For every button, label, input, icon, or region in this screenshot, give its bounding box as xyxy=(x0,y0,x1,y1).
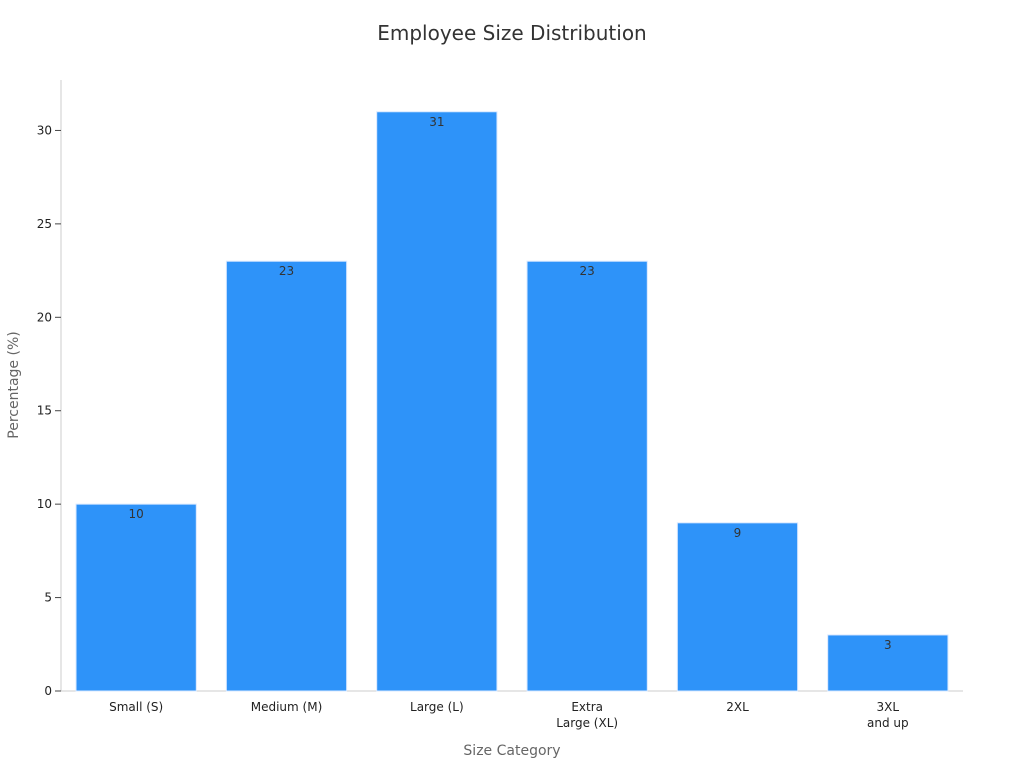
chart-title: Employee Size Distribution xyxy=(377,21,647,45)
data-label: 23 xyxy=(279,264,294,278)
x-tick-label: Large (L) xyxy=(410,700,464,714)
data-label: 31 xyxy=(429,115,444,129)
data-label: 9 xyxy=(734,526,742,540)
bar xyxy=(225,260,348,692)
y-tick-label: 25 xyxy=(37,217,52,231)
y-axis-title: Percentage (%) xyxy=(6,331,22,438)
y-tick-label: 0 xyxy=(44,684,52,698)
x-axis-title: Size Category xyxy=(463,743,560,759)
data-label: 10 xyxy=(129,507,144,521)
bar xyxy=(75,503,197,692)
y-tick-label: 30 xyxy=(37,123,52,137)
x-tick-label: and up xyxy=(867,716,909,730)
bar xyxy=(376,111,498,692)
x-tick-label: 3XL xyxy=(877,700,900,714)
bar xyxy=(526,260,648,692)
y-tick-label: 20 xyxy=(37,310,52,324)
y-tick-label: 15 xyxy=(37,404,52,418)
data-label: 3 xyxy=(884,638,892,652)
y-tick-label: 5 xyxy=(44,591,52,605)
y-tick-label: 10 xyxy=(37,497,52,511)
x-tick-label: Extra xyxy=(571,700,603,714)
x-tick-label: Large (XL) xyxy=(556,716,618,730)
data-label: 23 xyxy=(580,264,595,278)
bar xyxy=(676,522,799,692)
x-tick-label: 2XL xyxy=(726,700,749,714)
x-tick-label: Medium (M) xyxy=(251,700,323,714)
x-tick-label: Small (S) xyxy=(109,700,163,714)
bar xyxy=(827,634,949,692)
plot-area: 0 5 10 15 20 25 30 10 Small (S) 23 Medium (M) 31 Lar… xyxy=(37,80,963,730)
